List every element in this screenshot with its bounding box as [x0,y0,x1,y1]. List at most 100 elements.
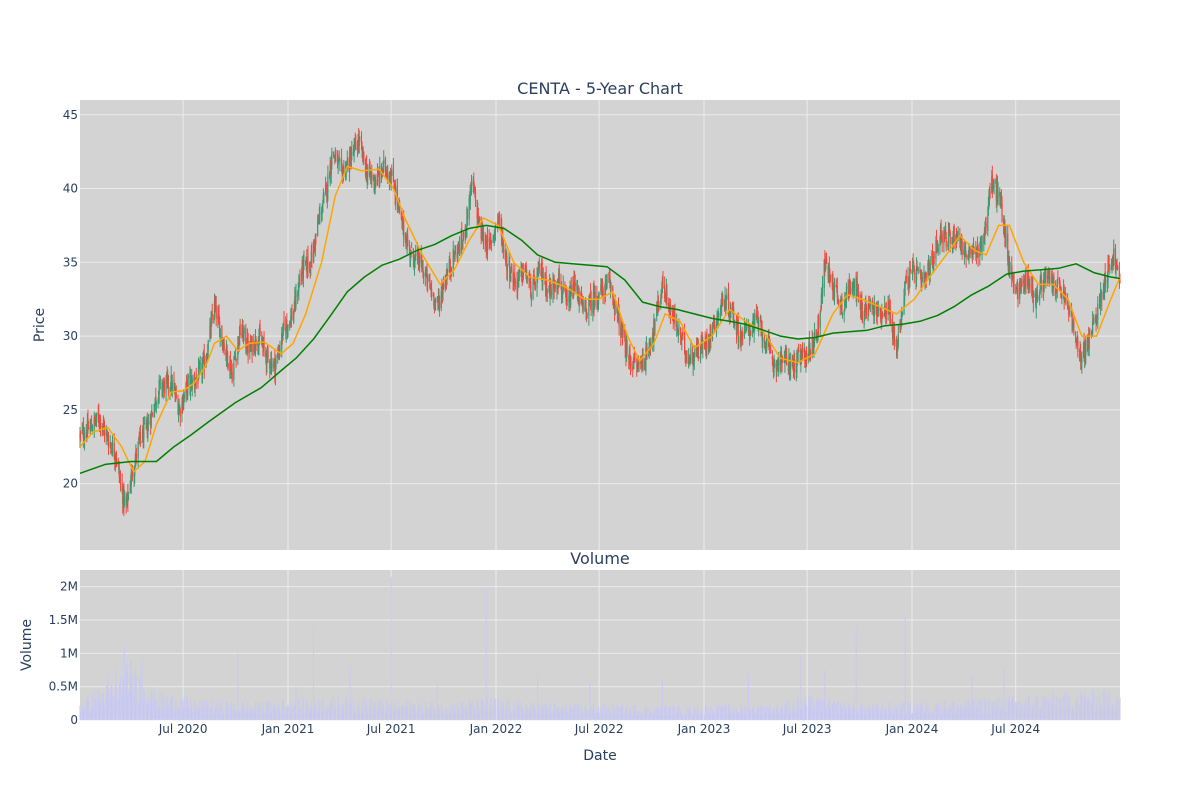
volume-bar [709,713,711,720]
volume-bar [257,701,259,720]
volume-bar [851,709,853,720]
volume-bar [437,704,439,720]
candle-body [293,310,295,312]
candle-body [95,412,98,421]
volume-bar [960,705,962,720]
candle-body [1009,262,1011,271]
candle-body [253,343,255,352]
candle-body [197,379,199,384]
candle-body [666,290,668,306]
volume-bar [502,706,504,720]
volume-bar [447,708,449,720]
volume-plot-area[interactable] [80,570,1120,720]
candle-body [526,278,528,283]
candle-body [434,298,436,308]
volume-bar [753,706,755,720]
candle-body [876,314,878,316]
volume-bar [718,704,720,720]
volume-bar [941,714,943,720]
volume-bar [1036,700,1038,720]
candle-body [111,451,113,455]
volume-bar [88,701,90,720]
volume-bar [165,699,167,720]
candle-body [450,269,452,274]
volume-bar [166,695,168,720]
price-plot-area[interactable] [80,100,1120,550]
volume-bar [346,700,348,720]
volume-bar [259,702,261,720]
volume-bar [940,714,942,720]
volume-bar [513,702,515,720]
volume-bar [686,705,688,720]
volume-bar [993,702,995,720]
candle-body [713,316,715,329]
volume-bar [654,708,656,720]
candle-body [574,282,576,287]
volume-bar [1015,702,1017,720]
volume-bar [89,711,91,720]
volume-bar [233,704,235,720]
volume-bar [806,705,808,720]
candle-body [565,295,567,302]
volume-bar [94,698,96,720]
candle-body [103,420,105,428]
candle-body [530,280,532,297]
volume-bar [936,703,938,720]
x-tick-label: Jan 2021 [261,722,315,736]
candle-body [743,327,746,336]
volume-bar [573,708,575,720]
volume-bar [913,704,915,720]
volume-bar [684,715,686,720]
volume-bar [1097,694,1099,720]
volume-bar [1000,710,1002,720]
volume-bar [908,710,910,720]
volume-bar [510,712,512,720]
volume-bar [600,711,602,720]
volume-bar [313,626,315,720]
candle-body [817,320,819,340]
volume-bar [751,708,753,720]
volume-bar [785,701,787,720]
volume-bar [119,677,121,720]
volume-bar [241,702,243,720]
candle-body [313,242,315,263]
candle-body [758,322,760,327]
volume-bar [799,708,801,720]
volume-bar [968,702,970,720]
candle-body [536,276,538,289]
candle-body [905,275,907,282]
volume-bar [505,699,507,720]
candle-body [476,199,478,220]
candle-body [972,246,974,260]
candle-body [762,338,764,343]
volume-bar [440,702,442,720]
volume-bar [624,709,626,720]
candle-body [868,304,870,305]
volume-bar [602,703,604,720]
candle-body [1114,247,1117,269]
volume-bar [1116,697,1118,720]
volume-bar [674,715,676,720]
candle-body [161,382,163,391]
price-y-tick-label: 35 [63,255,78,269]
candle-body [470,181,473,187]
candle-body [709,341,711,347]
candle-body [865,304,868,318]
candle-body [440,291,442,309]
volume-bar [1028,696,1030,720]
candle-body [801,349,804,353]
volume-bar [569,714,571,720]
volume-bar [646,709,648,720]
candle-body [1088,334,1090,349]
volume-bar [333,695,335,720]
volume-bar [258,705,260,720]
candle-body [367,172,369,176]
volume-bar [1098,708,1100,720]
candle-body [498,213,500,223]
volume-bar [1095,698,1097,720]
volume-bar [365,700,367,720]
volume-bar [1020,708,1022,720]
candle-body [584,303,587,307]
volume-bar [408,701,410,720]
